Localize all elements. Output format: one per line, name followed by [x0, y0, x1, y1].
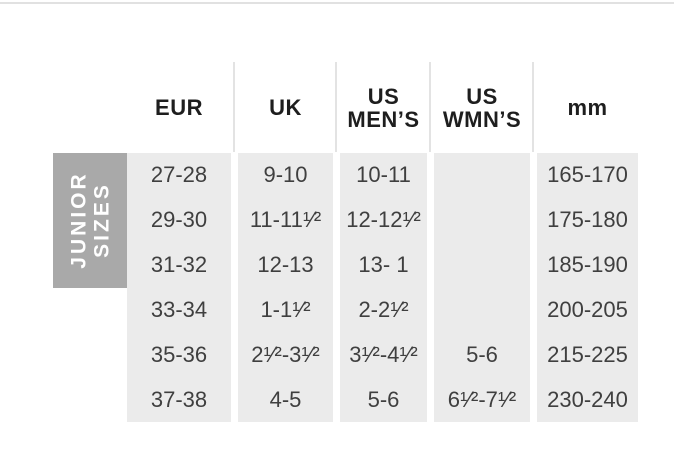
column-header-uk: UK — [238, 62, 333, 153]
size-cell-uk: 9-10 — [238, 153, 333, 198]
size-cell-eur: 35-36 — [127, 332, 231, 378]
size-cell-us-mens: 10-11 — [340, 153, 427, 198]
size-cell-mm: 175-180 — [537, 197, 638, 243]
column-header-mm: mm — [537, 62, 638, 153]
header-divider — [233, 62, 235, 152]
size-cell-eur: 37-38 — [127, 377, 231, 422]
header-divider — [429, 62, 431, 152]
size-cell-eur: 27-28 — [127, 153, 231, 198]
header-divider — [335, 62, 337, 152]
junior-sizes-label: JUNIOR SIZES — [53, 153, 127, 288]
size-cell-us-wmns — [434, 287, 530, 333]
header-divider — [532, 62, 534, 152]
column-header-us-wmns: US WMN’S — [434, 62, 530, 153]
size-cell-us-mens: 13- 1 — [340, 242, 427, 288]
size-chart-table: EUR UK US MEN’S US WMN’S mm 27-28 9-10 1… — [127, 62, 638, 422]
size-cell-us-wmns — [434, 197, 530, 243]
size-cell-uk: 2¹⁄²-3¹⁄² — [238, 332, 333, 378]
junior-sizes-text: JUNIOR SIZES — [67, 153, 113, 288]
size-cell-us-wmns: 5-6 — [434, 332, 530, 378]
column-header-us-mens: US MEN’S — [340, 62, 427, 153]
size-cell-us-wmns: 6¹⁄²-7¹⁄² — [434, 377, 530, 422]
size-cell-eur: 31-32 — [127, 242, 231, 288]
junior-sizes-line2: SIZES — [90, 182, 113, 259]
size-cell-us-wmns — [434, 153, 530, 198]
size-cell-uk: 12-13 — [238, 242, 333, 288]
size-cell-uk: 11-11¹⁄² — [238, 197, 333, 243]
size-cell-mm: 165-170 — [537, 153, 638, 198]
size-cell-mm: 185-190 — [537, 242, 638, 288]
size-cell-us-mens: 5-6 — [340, 377, 427, 422]
size-cell-mm: 200-205 — [537, 287, 638, 333]
top-divider — [0, 2, 674, 4]
size-cell-mm: 230-240 — [537, 377, 638, 422]
size-cell-us-mens: 2-2¹⁄² — [340, 287, 427, 333]
size-cell-mm: 215-225 — [537, 332, 638, 378]
size-cell-us-wmns — [434, 242, 530, 288]
junior-sizes-line1: JUNIOR — [67, 171, 90, 269]
size-cell-uk: 4-5 — [238, 377, 333, 422]
column-header-eur: EUR — [127, 62, 231, 153]
size-cell-eur: 29-30 — [127, 197, 231, 243]
size-cell-us-mens: 3¹⁄²-4¹⁄² — [340, 332, 427, 378]
size-cell-uk: 1-1¹⁄² — [238, 287, 333, 333]
size-cell-us-mens: 12-12¹⁄² — [340, 197, 427, 243]
size-cell-eur: 33-34 — [127, 287, 231, 333]
